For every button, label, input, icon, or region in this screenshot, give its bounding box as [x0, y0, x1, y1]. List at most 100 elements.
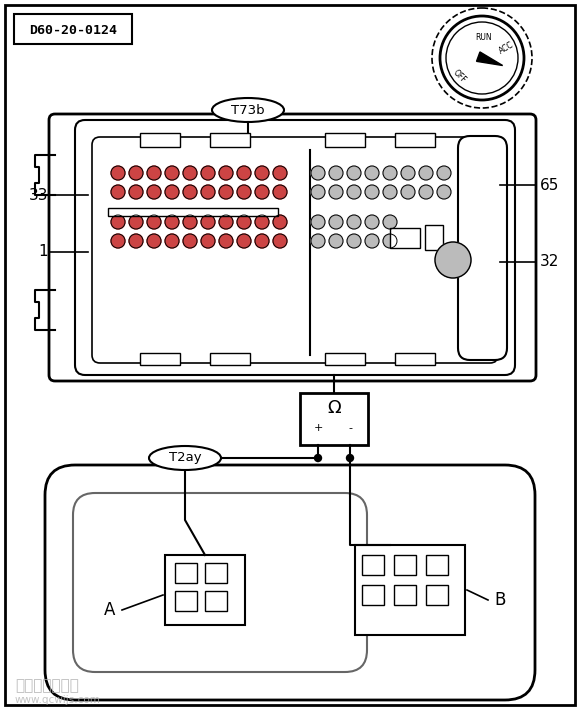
FancyBboxPatch shape — [73, 493, 367, 672]
Bar — [210, 133, 250, 147]
FancyBboxPatch shape — [45, 465, 535, 700]
Bar — [362, 555, 384, 575]
Circle shape — [201, 166, 215, 180]
Bar — [395, 353, 435, 365]
Circle shape — [165, 215, 179, 229]
Text: +: + — [313, 423, 322, 433]
Circle shape — [401, 185, 415, 199]
Bar — [175, 591, 197, 611]
Circle shape — [383, 215, 397, 229]
Text: T2ay: T2ay — [169, 452, 201, 464]
Circle shape — [347, 166, 361, 180]
Circle shape — [311, 185, 325, 199]
Circle shape — [183, 185, 197, 199]
Circle shape — [129, 215, 143, 229]
Text: 汽车维修技术网: 汽车维修技术网 — [15, 679, 79, 694]
Bar — [165, 555, 245, 625]
Circle shape — [273, 215, 287, 229]
FancyBboxPatch shape — [92, 137, 498, 363]
Circle shape — [183, 234, 197, 248]
FancyBboxPatch shape — [49, 114, 536, 381]
Circle shape — [219, 234, 233, 248]
Bar — [426, 555, 448, 575]
Ellipse shape — [212, 98, 284, 122]
Circle shape — [383, 185, 397, 199]
FancyBboxPatch shape — [75, 120, 515, 375]
Circle shape — [201, 185, 215, 199]
Text: A: A — [104, 601, 115, 619]
Bar — [175, 563, 197, 583]
Circle shape — [219, 185, 233, 199]
Bar — [394, 555, 416, 575]
Text: T73b: T73b — [231, 104, 265, 116]
Bar — [325, 133, 365, 147]
Circle shape — [365, 215, 379, 229]
Circle shape — [311, 215, 325, 229]
Text: www.qcwijs.com: www.qcwijs.com — [15, 695, 101, 705]
Circle shape — [347, 215, 361, 229]
Circle shape — [329, 185, 343, 199]
Bar — [300, 393, 368, 445]
Circle shape — [314, 454, 321, 462]
Circle shape — [383, 234, 397, 248]
Circle shape — [165, 234, 179, 248]
Circle shape — [111, 215, 125, 229]
Circle shape — [311, 234, 325, 248]
Text: RUN: RUN — [476, 33, 492, 43]
Circle shape — [219, 166, 233, 180]
Circle shape — [183, 215, 197, 229]
Bar — [325, 353, 365, 365]
Bar — [394, 585, 416, 605]
Bar — [355, 545, 465, 635]
Bar — [108, 208, 278, 216]
Circle shape — [219, 215, 233, 229]
Bar — [14, 14, 132, 44]
FancyBboxPatch shape — [458, 136, 507, 360]
Text: OFF: OFF — [452, 67, 469, 84]
Circle shape — [129, 234, 143, 248]
Text: Ω: Ω — [327, 399, 341, 417]
Text: -: - — [348, 423, 352, 433]
Circle shape — [401, 166, 415, 180]
Circle shape — [147, 185, 161, 199]
Circle shape — [165, 166, 179, 180]
Circle shape — [329, 166, 343, 180]
Circle shape — [311, 166, 325, 180]
Circle shape — [383, 166, 397, 180]
Text: 32: 32 — [540, 254, 559, 270]
Bar — [210, 353, 250, 365]
Circle shape — [273, 234, 287, 248]
Circle shape — [165, 185, 179, 199]
Bar — [140, 353, 180, 365]
Circle shape — [237, 185, 251, 199]
Circle shape — [111, 166, 125, 180]
Circle shape — [129, 185, 143, 199]
Circle shape — [419, 166, 433, 180]
Circle shape — [201, 215, 215, 229]
Bar — [426, 585, 448, 605]
Circle shape — [255, 185, 269, 199]
Circle shape — [129, 166, 143, 180]
Circle shape — [347, 185, 361, 199]
Circle shape — [255, 215, 269, 229]
Circle shape — [273, 185, 287, 199]
Circle shape — [437, 185, 451, 199]
Circle shape — [329, 215, 343, 229]
Circle shape — [435, 242, 471, 278]
Text: 1: 1 — [38, 244, 48, 259]
Ellipse shape — [149, 446, 221, 470]
Circle shape — [437, 166, 451, 180]
Circle shape — [147, 166, 161, 180]
Bar — [140, 133, 180, 147]
Bar — [362, 585, 384, 605]
Circle shape — [237, 234, 251, 248]
Circle shape — [365, 166, 379, 180]
Circle shape — [255, 234, 269, 248]
Text: B: B — [494, 591, 506, 609]
Text: ACC: ACC — [497, 40, 515, 56]
Bar — [390, 228, 420, 248]
Bar — [205, 563, 227, 583]
Circle shape — [111, 234, 125, 248]
Circle shape — [183, 166, 197, 180]
Text: D60-20-0124: D60-20-0124 — [29, 23, 117, 36]
